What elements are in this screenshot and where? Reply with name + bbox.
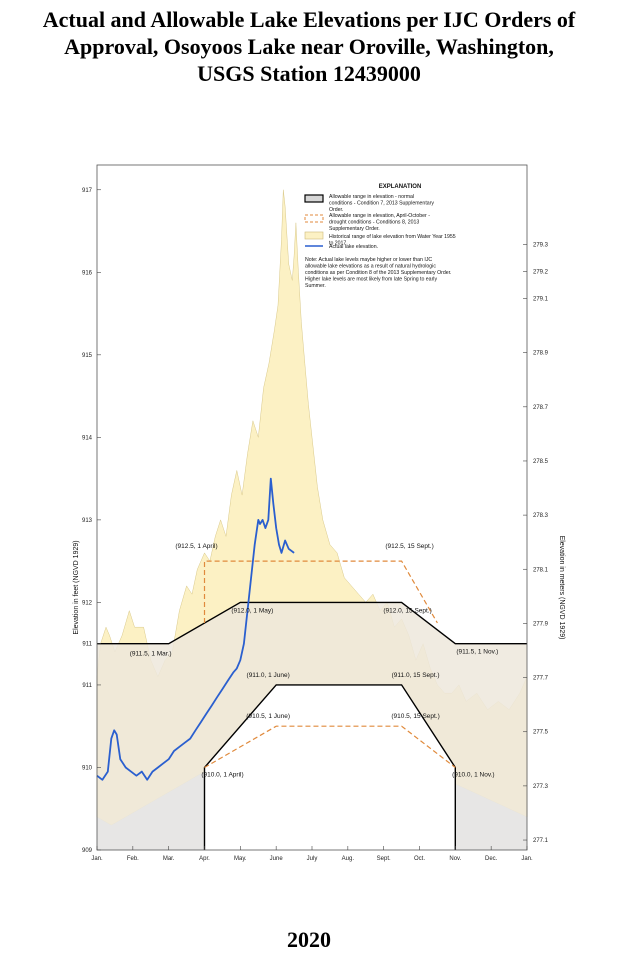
right-tick-label: 279.3 [533,242,549,248]
left-tick-label: 909 [82,848,93,854]
legend-drought-label: Allowable range in elevation, April-Octo… [329,213,430,219]
left-tick-label: 914 [82,435,93,441]
legend-normal-label: conditions - Condition 7, 2013 Supplemen… [329,201,434,207]
elevation-annotation: (911.0, 1 June) [247,672,290,679]
legend-drought-label: drought conditions - Conditions 8, 2013 [329,220,419,226]
x-tick-label: Dec. [485,856,498,862]
left-tick-label: 912 [82,600,93,606]
legend-drought-swatch [304,214,324,223]
left-tick-label: 911 [82,683,92,689]
explanation-note: Note: Actual lake levels maybe higher or… [305,257,432,263]
elevation-annotation: (911.0, 15 Sept.) [392,672,440,679]
title-line-2: Approval, Osoyoos Lake near Oroville, Wa… [64,34,554,59]
elevation-annotation: (912.0, 15 Sept.) [383,607,431,614]
explanation-title: EXPLANATION [379,184,422,190]
y-axis-label-right: Elevation in meters (NGVD 1929) [558,536,565,640]
legend-historical-label: to 2017. [329,241,348,247]
right-tick-label: 277.5 [533,730,549,736]
x-tick-label: May. [234,856,247,862]
elevation-annotation: (912.0, 1 May) [231,607,273,614]
right-tick-label: 277.3 [533,784,549,790]
right-tick-label: 279.2 [533,269,549,275]
elevation-annotation: (910.5, 1 June) [246,713,290,720]
left-tick-label: 916 [82,270,93,276]
explanation-note: Summer. [305,283,326,289]
drought-upper-line [203,560,438,624]
right-tick-label: 277.7 [533,676,549,682]
legend-drought-label: Supplementary Order. [329,226,380,232]
x-tick-label: July [307,856,318,862]
title-line-3: USGS Station 12439000 [197,61,421,86]
elevation-annotation: (911.5, 1 Nov.) [456,649,498,656]
elevation-annotation: (912.5, 1 April) [175,543,217,550]
explanation-note: Higher lake levels are most likely from … [305,277,437,283]
elevation-annotation: (910.5, 15 Sept.) [391,713,439,720]
x-tick-label: Oct. [414,856,425,862]
elevation-annotation: (912.5, 15 Sept.) [385,543,433,550]
left-tick-label: 910 [82,765,93,771]
legend-actual-label: Actual lake elevation. [329,244,378,250]
explanation-note: conditions as per Condition 8 of the 201… [305,270,452,276]
title-line-1: Actual and Allowable Lake Elevations per… [42,7,576,32]
right-tick-label: 278.9 [533,351,549,357]
right-tick-label: 278.5 [533,459,549,465]
legend-normal-label: Allowable range in elevation - normal [329,194,414,200]
x-tick-label: Jan. [521,856,533,862]
x-tick-label: Sept. [377,856,391,862]
actual-elevation-line [96,477,295,781]
legend-normal-swatch [304,194,324,203]
page-title: Actual and Allowable Lake Elevations per… [0,6,618,87]
normal-lower-line [203,684,456,850]
x-tick-label: Feb. [127,856,139,862]
right-tick-label: 279.1 [533,296,549,302]
year-label: 2020 [287,927,331,952]
right-tick-label: 278.1 [533,567,549,573]
legend-historical-swatch [304,231,324,240]
legend-historical-label: Historical range of lake elevation from … [329,234,456,240]
left-tick-label: 915 [82,353,93,359]
x-tick-label: Nov. [449,856,461,862]
right-tick-label: 278.7 [533,405,549,411]
elevation-annotation: (910.0, 1 Nov.) [452,771,495,778]
y-axis-label-left: Elevation in feet (NGVD 1929) [73,540,80,634]
elevation-annotation: (910.0, 1 April) [201,771,243,778]
x-tick-label: Jan. [91,856,103,862]
left-tick-label: 913 [82,518,93,524]
drought-lower-line [204,725,456,769]
right-tick-label: 277.1 [533,838,549,844]
left-tick-label: 911 [82,642,92,648]
x-tick-label: June [270,856,284,862]
left-tick-label: 917 [82,188,93,194]
x-tick-label: Apr. [199,856,210,862]
explanation-note: allowable lake elevations as a result of… [305,264,436,270]
x-tick-label: Mar. [163,856,175,862]
x-tick-label: Aug. [342,856,355,862]
right-tick-label: 277.9 [533,621,549,627]
right-tick-label: 278.3 [533,513,549,519]
normal-upper-line [97,601,527,645]
elevation-annotation: (911.5, 1 Mar.) [130,651,172,658]
legend-normal-label: Order. [329,207,343,213]
inner-allowable-area [204,684,456,850]
